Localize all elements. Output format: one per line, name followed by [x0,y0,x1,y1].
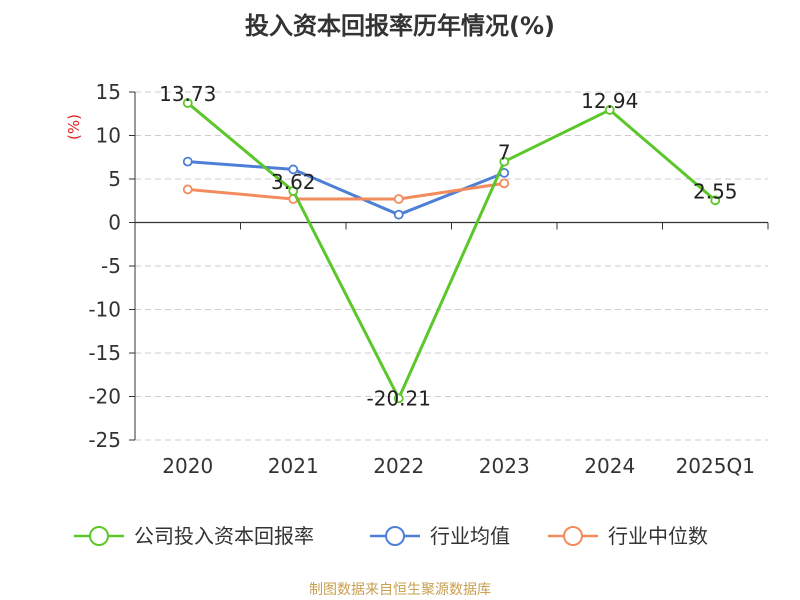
y-tick-label: -20 [88,385,121,409]
y-tick-label: -5 [101,254,121,278]
x-tick-label: 2025Q1 [676,454,755,478]
data-point[interactable] [393,194,404,204]
y-tick-label: 0 [108,211,121,235]
legend-circle-marker [89,526,109,546]
series-group [182,98,721,404]
x-tick-label: 2024 [584,454,635,478]
series-line [187,181,505,201]
y-axis-unit-label: (%) [65,114,83,140]
y-tick-label: 5 [108,167,121,191]
data-label: 2.55 [693,179,738,203]
axes: 15 10 5 0 -5 -10 -15 -20 -25 2020 2021 2022 2023 2024… [88,80,769,478]
data-point[interactable] [288,164,299,175]
data-label: 12.94 [581,89,638,113]
data-point[interactable] [710,195,721,206]
legend-circle-marker [563,526,583,546]
y-tick-label: 10 [96,124,121,148]
data-label: 3.62 [271,170,316,194]
legend-label: 行业均值 [430,524,510,548]
x-tick-label: 2021 [268,454,319,478]
data-point[interactable] [393,393,404,404]
series-line [187,160,505,217]
legend-item[interactable]: 行业均值 [370,524,510,548]
legend: 公司投入资本回报率 行业均值 行业中位数 [74,524,708,548]
data-point[interactable] [182,184,193,195]
data-point[interactable] [182,156,193,167]
legend-circle-marker [385,526,405,546]
grid-lines [135,91,768,441]
data-label: 7 [498,141,511,165]
y-tick-label: -15 [88,341,121,365]
legend-label: 公司投入资本回报率 [134,524,314,548]
data-point[interactable] [288,186,299,196]
series-line [186,101,717,400]
x-tick-label: 2022 [373,454,424,478]
legend-item[interactable]: 公司投入资本回报率 [74,524,314,548]
data-point[interactable] [499,156,510,167]
x-tick-label: 2020 [162,454,213,478]
y-tick-label: 15 [96,80,121,104]
y-tick-label: -10 [88,298,121,322]
legend-item[interactable]: 行业中位数 [548,524,708,548]
x-tick-label: 2023 [479,454,530,478]
data-label: 13.73 [159,82,216,106]
y-tick-label: -25 [88,428,121,452]
data-point[interactable] [604,105,615,115]
data-point[interactable] [182,98,193,108]
data-point[interactable] [393,209,404,220]
legend-label: 行业中位数 [608,524,708,548]
data-labels: 13.73 3.62 -20.21 7 12.94 2.55 [159,82,737,410]
chart-title: 投入资本回报率历年情况(%) [245,12,555,40]
data-label: -20.21 [367,386,431,410]
data-point[interactable] [499,178,510,189]
source-note: 制图数据来自恒生聚源数据库 [309,582,491,598]
